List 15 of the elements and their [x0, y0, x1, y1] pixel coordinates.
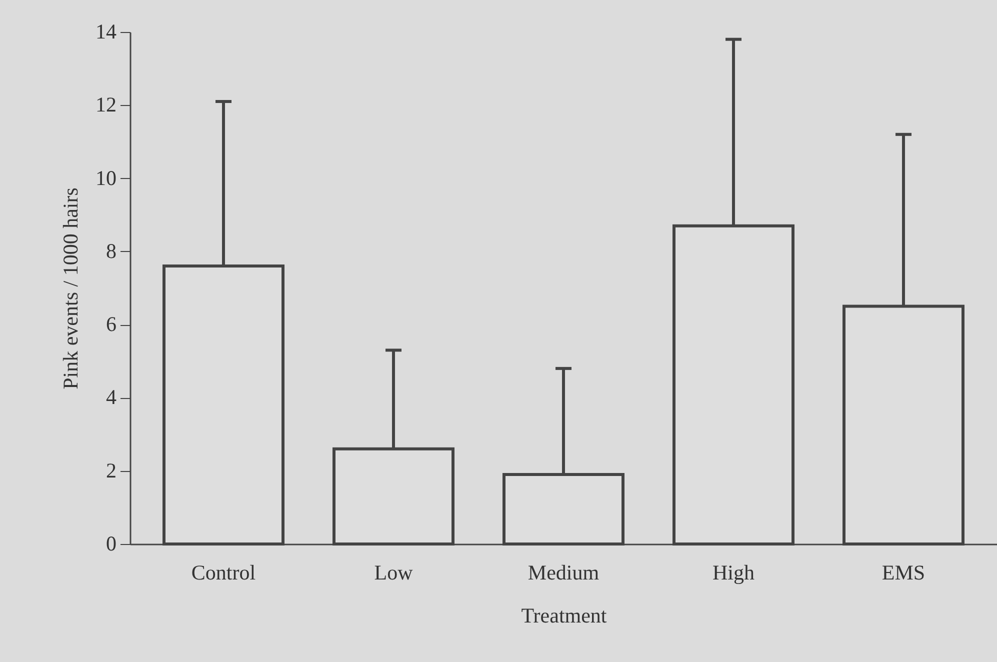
x-tick-label: Low	[374, 560, 414, 584]
y-tick-label: 10	[96, 166, 116, 190]
y-axis-title: Pink events / 1000 hairs	[58, 188, 82, 390]
x-tick-label: Control	[191, 560, 256, 584]
x-tick-label: EMS	[882, 560, 926, 584]
y-tick-label: 4	[106, 385, 117, 410]
y-tick-label: 12	[96, 92, 116, 117]
y-tick-label: 2	[106, 458, 116, 482]
x-axis-title: Treatment	[521, 604, 607, 628]
y-tick-label: 8	[106, 238, 116, 263]
y-tick-label: 0	[106, 532, 116, 556]
x-tick-label: High	[712, 560, 755, 584]
y-tick-label: 14	[96, 20, 117, 44]
y-tick-label: 6	[106, 312, 116, 336]
x-tick-label: Medium	[528, 560, 600, 584]
